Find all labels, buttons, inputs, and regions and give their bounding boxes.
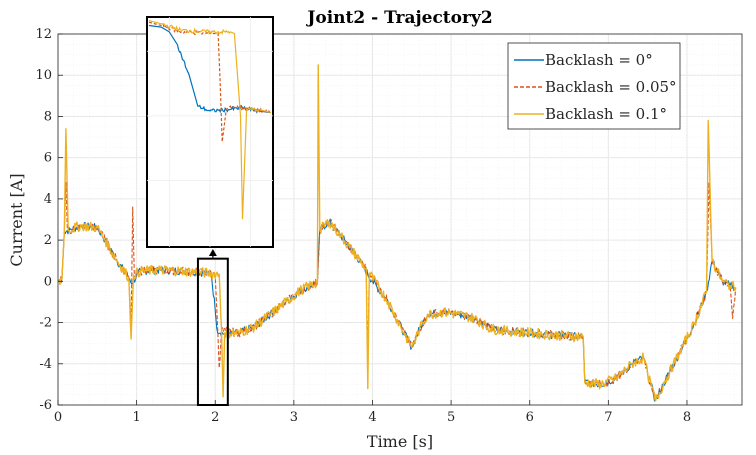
- axes-frame: [57, 33, 743, 406]
- x-tick-label: 4: [368, 410, 376, 425]
- x-axis-label: Time [s]: [367, 432, 433, 451]
- y-tick-label: 4: [44, 192, 52, 207]
- y-tick-label: 8: [44, 109, 52, 124]
- y-tick-label: -4: [39, 357, 52, 372]
- legend-label-1: Backlash = 0°: [545, 51, 653, 69]
- x-tick-label: 3: [290, 410, 298, 425]
- y-tick-label: 0: [44, 274, 52, 289]
- x-tick-label: 1: [132, 410, 140, 425]
- series-layer: [57, 64, 737, 402]
- x-tick-label: 6: [526, 410, 534, 425]
- x-tick-label: 5: [447, 410, 455, 425]
- zoom-inset: [146, 16, 274, 406]
- legend-label-3: Backlash = 0.1°: [545, 105, 667, 123]
- y-tick-label: -2: [39, 316, 52, 331]
- y-axis-label: Current [A]: [7, 173, 26, 266]
- y-tick-label: 12: [35, 27, 52, 42]
- x-tick-label: 8: [683, 410, 691, 425]
- chart-title: Joint2 - Trajectory2: [305, 8, 492, 28]
- axes-box: [57, 33, 743, 406]
- x-tick-label: 2: [211, 410, 219, 425]
- y-tick-label: 6: [44, 151, 52, 166]
- y-tick-label: 2: [44, 233, 52, 248]
- y-tick-label: -6: [39, 398, 52, 413]
- legend: Backlash = 0° Backlash = 0.05° Backlash = …: [507, 42, 681, 130]
- x-tick-label: 0: [54, 410, 62, 425]
- x-tick-label: 7: [604, 410, 612, 425]
- zoom-arrow-head: [208, 249, 217, 256]
- series-line-3: [57, 64, 737, 402]
- legend-label-2: Backlash = 0.05°: [545, 78, 677, 96]
- y-tick-label: 10: [35, 68, 52, 83]
- inset-series-line-3: [148, 20, 272, 220]
